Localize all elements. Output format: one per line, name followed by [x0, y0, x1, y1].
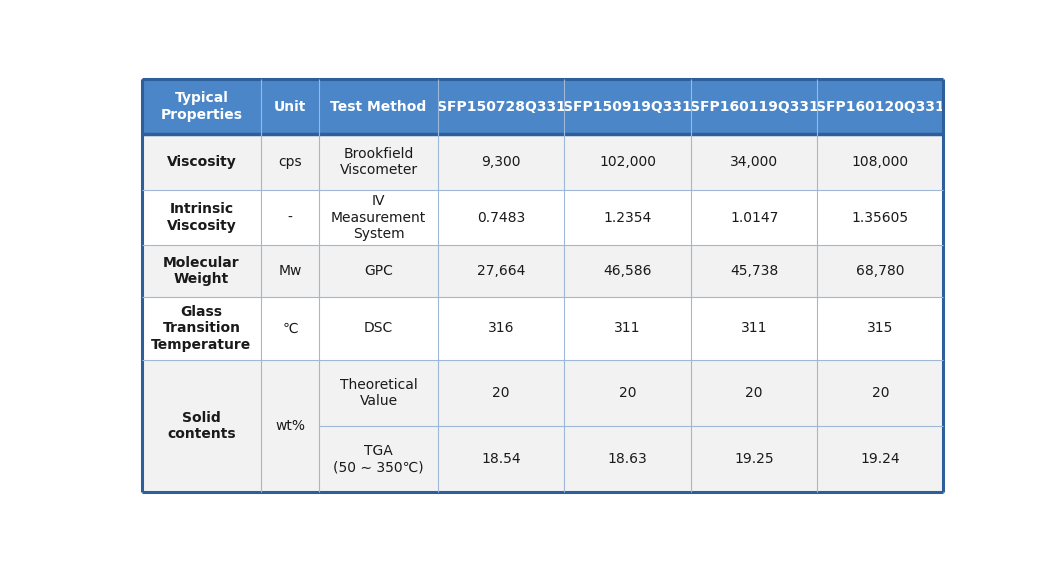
Bar: [690, 79, 818, 134]
Text: wt%: wt%: [275, 419, 305, 433]
Bar: [818, 297, 944, 360]
Bar: [818, 245, 944, 297]
Bar: [690, 360, 818, 426]
Bar: [818, 134, 944, 190]
Bar: [261, 297, 319, 360]
Text: Molecular
Weight: Molecular Weight: [163, 256, 239, 286]
Bar: [319, 297, 437, 360]
Text: TGA
(50 ∼ 350℃): TGA (50 ∼ 350℃): [334, 444, 424, 474]
Bar: [319, 134, 437, 190]
Bar: [142, 245, 261, 297]
Text: SFP160119Q331: SFP160119Q331: [689, 99, 819, 114]
Text: 316: 316: [488, 321, 515, 336]
Bar: [437, 190, 564, 245]
Bar: [261, 190, 319, 245]
Text: 9,300: 9,300: [482, 155, 521, 169]
Bar: [690, 190, 818, 245]
Bar: [564, 134, 690, 190]
Bar: [690, 297, 818, 360]
Text: 0.7483: 0.7483: [477, 211, 525, 225]
Bar: [564, 297, 690, 360]
Text: 311: 311: [614, 321, 641, 336]
Bar: [142, 360, 261, 492]
Text: Brookfield
Viscometer: Brookfield Viscometer: [340, 147, 417, 177]
Text: cps: cps: [279, 155, 302, 169]
Text: Unit: Unit: [274, 99, 306, 114]
Text: 45,738: 45,738: [730, 264, 778, 278]
Text: Intrinsic
Viscosity: Intrinsic Viscosity: [166, 202, 236, 233]
Text: 311: 311: [741, 321, 768, 336]
Text: 27,664: 27,664: [477, 264, 525, 278]
Bar: [690, 134, 818, 190]
Text: Test Method: Test Method: [330, 99, 427, 114]
Text: 20: 20: [872, 386, 890, 400]
Text: Viscosity: Viscosity: [166, 155, 236, 169]
Text: 1.35605: 1.35605: [851, 211, 909, 225]
Text: 18.63: 18.63: [608, 452, 647, 466]
Text: Theoretical
Value: Theoretical Value: [340, 377, 417, 408]
Bar: [319, 360, 437, 426]
Text: 20: 20: [746, 386, 762, 400]
Text: SFP160120Q331: SFP160120Q331: [816, 99, 945, 114]
Text: 18.54: 18.54: [481, 452, 521, 466]
Bar: [437, 360, 564, 426]
Bar: [261, 360, 319, 492]
Text: 1.2354: 1.2354: [604, 211, 651, 225]
Text: 315: 315: [867, 321, 894, 336]
Bar: [437, 245, 564, 297]
Bar: [319, 426, 437, 492]
Bar: [690, 426, 818, 492]
Bar: [564, 426, 690, 492]
Bar: [142, 134, 261, 190]
Bar: [564, 79, 690, 134]
Bar: [261, 79, 319, 134]
Bar: [564, 245, 690, 297]
Bar: [261, 134, 319, 190]
Text: 102,000: 102,000: [599, 155, 657, 169]
Text: DSC: DSC: [364, 321, 393, 336]
Bar: [142, 190, 261, 245]
Text: Glass
Transition
Temperature: Glass Transition Temperature: [151, 305, 252, 351]
Text: 68,780: 68,780: [856, 264, 904, 278]
Bar: [564, 190, 690, 245]
Text: 1.0147: 1.0147: [730, 211, 778, 225]
Bar: [818, 79, 944, 134]
Bar: [818, 426, 944, 492]
Bar: [142, 79, 261, 134]
Bar: [319, 245, 437, 297]
Text: 19.25: 19.25: [734, 452, 774, 466]
Bar: [437, 79, 564, 134]
Bar: [818, 360, 944, 426]
Bar: [319, 79, 437, 134]
Bar: [437, 134, 564, 190]
Text: 46,586: 46,586: [604, 264, 652, 278]
Bar: [564, 360, 690, 426]
Bar: [437, 297, 564, 360]
Bar: [261, 245, 319, 297]
Text: SFP150728Q331: SFP150728Q331: [436, 99, 566, 114]
Text: GPC: GPC: [364, 264, 393, 278]
Bar: [690, 245, 818, 297]
Bar: [142, 297, 261, 360]
Text: Mw: Mw: [279, 264, 302, 278]
Text: IV
Measurement
System: IV Measurement System: [330, 194, 426, 241]
Bar: [818, 190, 944, 245]
Bar: [319, 190, 437, 245]
Text: Typical
Properties: Typical Properties: [161, 92, 243, 121]
Text: -: -: [288, 211, 292, 225]
Text: 19.24: 19.24: [861, 452, 900, 466]
Text: 20: 20: [492, 386, 509, 400]
Text: 20: 20: [618, 386, 636, 400]
Text: ℃: ℃: [282, 321, 298, 336]
Text: SFP150919Q331: SFP150919Q331: [563, 99, 692, 114]
Text: 108,000: 108,000: [851, 155, 909, 169]
Text: Solid
contents: Solid contents: [167, 411, 236, 441]
Bar: [437, 426, 564, 492]
Text: 34,000: 34,000: [730, 155, 778, 169]
